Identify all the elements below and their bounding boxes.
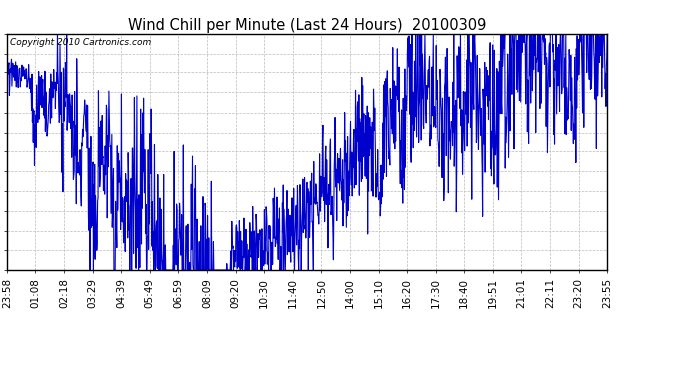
Title: Wind Chill per Minute (Last 24 Hours)  20100309: Wind Chill per Minute (Last 24 Hours) 20… bbox=[128, 18, 486, 33]
Text: Copyright 2010 Cartronics.com: Copyright 2010 Cartronics.com bbox=[10, 39, 151, 48]
